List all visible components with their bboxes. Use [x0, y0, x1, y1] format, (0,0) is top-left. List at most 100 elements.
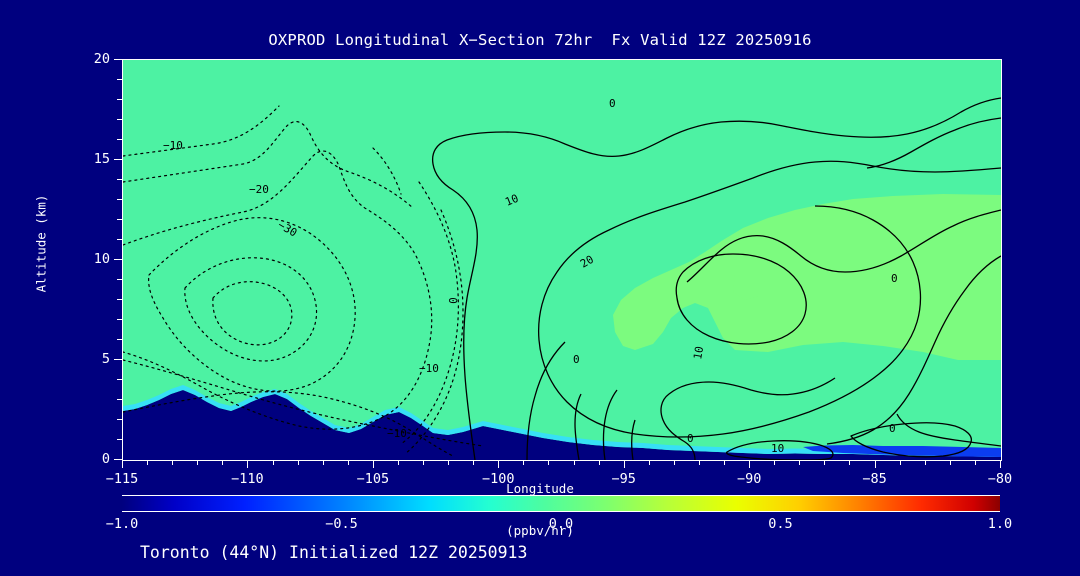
x-tick-minor	[925, 460, 926, 465]
x-tick-minor	[523, 460, 524, 465]
y-tick-major	[114, 459, 122, 460]
contour-zero-upper-right	[866, 117, 1001, 169]
y-tick-label: 20	[93, 51, 110, 67]
x-tick-minor	[298, 460, 299, 465]
x-tick-major	[247, 460, 248, 468]
y-tick-minor	[117, 199, 122, 200]
contour-label: 0	[889, 422, 896, 435]
x-tick-major	[1000, 460, 1001, 468]
x-tick-major	[875, 460, 876, 468]
positive-contours	[431, 97, 1001, 460]
x-tick-minor	[448, 460, 449, 465]
contour-zero-strand-b	[602, 389, 618, 460]
x-tick-minor	[649, 460, 650, 465]
x-tick-minor	[975, 460, 976, 465]
contour-zero-east	[686, 209, 1001, 283]
x-tick-label: −100	[482, 471, 515, 487]
contour-canvas: −10 −20 −30 −10 −10 0 0 10 20 10 0 0 0 1…	[123, 60, 1001, 460]
colorbar-tick-label: −1.0	[105, 516, 139, 532]
contour-plot-area: −10 −20 −30 −10 −10 0 0 10 20 10 0 0 0 1…	[122, 59, 1002, 461]
y-tick-minor	[117, 79, 122, 80]
contour-label: −10	[419, 362, 439, 375]
x-tick-minor	[423, 460, 424, 465]
y-tick-major	[114, 159, 122, 160]
contour-20-core	[675, 253, 807, 345]
x-tick-major	[624, 460, 625, 468]
x-axis-label: Longitude	[506, 481, 574, 496]
y-tick-minor	[117, 379, 122, 380]
y-tick-minor	[117, 419, 122, 420]
fill-light-green-east	[613, 194, 1001, 360]
negative-contours	[123, 105, 484, 457]
contour-10-closed-bottom	[725, 440, 834, 460]
x-tick-label: −90	[736, 471, 762, 487]
contour-10-lower-left	[526, 341, 566, 460]
terrain-mask	[123, 390, 1001, 460]
contour-label: −10	[387, 427, 407, 440]
contour-label: 10	[771, 442, 784, 455]
y-tick-label: 5	[101, 351, 110, 367]
x-tick-label: −85	[862, 471, 887, 487]
contour-label: 10	[691, 345, 706, 360]
y-tick-minor	[117, 239, 122, 240]
y-tick-minor	[117, 119, 122, 120]
y-axis-label: Altitude (km)	[33, 194, 49, 293]
y-tick-minor	[117, 399, 122, 400]
y-tick-label: 15	[93, 151, 110, 167]
y-tick-minor	[117, 439, 122, 440]
x-tick-label: −110	[231, 471, 264, 487]
x-tick-minor	[574, 460, 575, 465]
x-tick-minor	[222, 460, 223, 465]
y-tick-minor	[117, 319, 122, 320]
x-tick-minor	[849, 460, 850, 465]
contour-zero-closed-br	[850, 422, 973, 458]
x-tick-minor	[398, 460, 399, 465]
contour-zero-main	[431, 97, 1001, 460]
x-tick-minor	[473, 460, 474, 465]
x-tick-minor	[273, 460, 274, 465]
colorbar[interactable]: −1.0 −0.5 0.0 0.5 1.0	[106, 495, 1012, 532]
contour-label-group: −10 −20 −30 −10 −10 0 0 10 20 10 0 0 0 1…	[163, 97, 898, 455]
x-tick-label: −80	[987, 471, 1013, 487]
colorbar-tick-label: 1.0	[987, 516, 1013, 532]
x-tick-minor	[323, 460, 324, 465]
x-tick-minor	[172, 460, 173, 465]
x-tick-major	[373, 460, 374, 468]
contour-zero-strand-a	[574, 393, 582, 460]
x-tick-major	[749, 460, 750, 468]
y-tick-minor	[117, 139, 122, 140]
y-tick-minor	[117, 339, 122, 340]
colorbar-units: (ppbv/hr)	[506, 523, 574, 538]
y-tick-minor	[117, 179, 122, 180]
x-tick-label: −105	[356, 471, 390, 487]
x-tick-minor	[348, 460, 349, 465]
x-tick-minor	[774, 460, 775, 465]
colorbar-tick-label: −0.5	[325, 516, 358, 532]
x-tick-minor	[950, 460, 951, 465]
x-tick-label: −115	[105, 471, 139, 487]
y-tick-major	[114, 259, 122, 260]
x-tick-minor	[699, 460, 700, 465]
x-tick-minor	[147, 460, 148, 465]
contour-zero-surface-mid	[660, 377, 836, 460]
x-tick-minor	[548, 460, 549, 465]
x-tick-minor	[197, 460, 198, 465]
contour-label: −20	[249, 183, 269, 196]
y-tick-minor	[117, 219, 122, 220]
colorbar-gradient[interactable]	[122, 495, 1000, 512]
contour-label: 0	[687, 432, 694, 445]
x-tick-minor	[799, 460, 800, 465]
contour-zero-strand-c	[631, 419, 636, 460]
contour-label: 10	[503, 192, 520, 209]
y-tick-label: 10	[93, 251, 110, 267]
contour-label: 0	[573, 353, 580, 366]
footer-caption: Toronto (44°N) Initialized 12Z 20250913	[140, 543, 528, 562]
contour-svg: −10 −20 −30 −10 −10 0 0 10 20 10 0 0 0 1…	[123, 60, 1001, 460]
x-tick-minor	[724, 460, 725, 465]
x-tick-minor	[900, 460, 901, 465]
colorbar-tick-label: 0.5	[768, 516, 793, 532]
x-tick-label: −95	[611, 471, 636, 487]
y-tick-minor	[117, 279, 122, 280]
x-tick-minor	[674, 460, 675, 465]
